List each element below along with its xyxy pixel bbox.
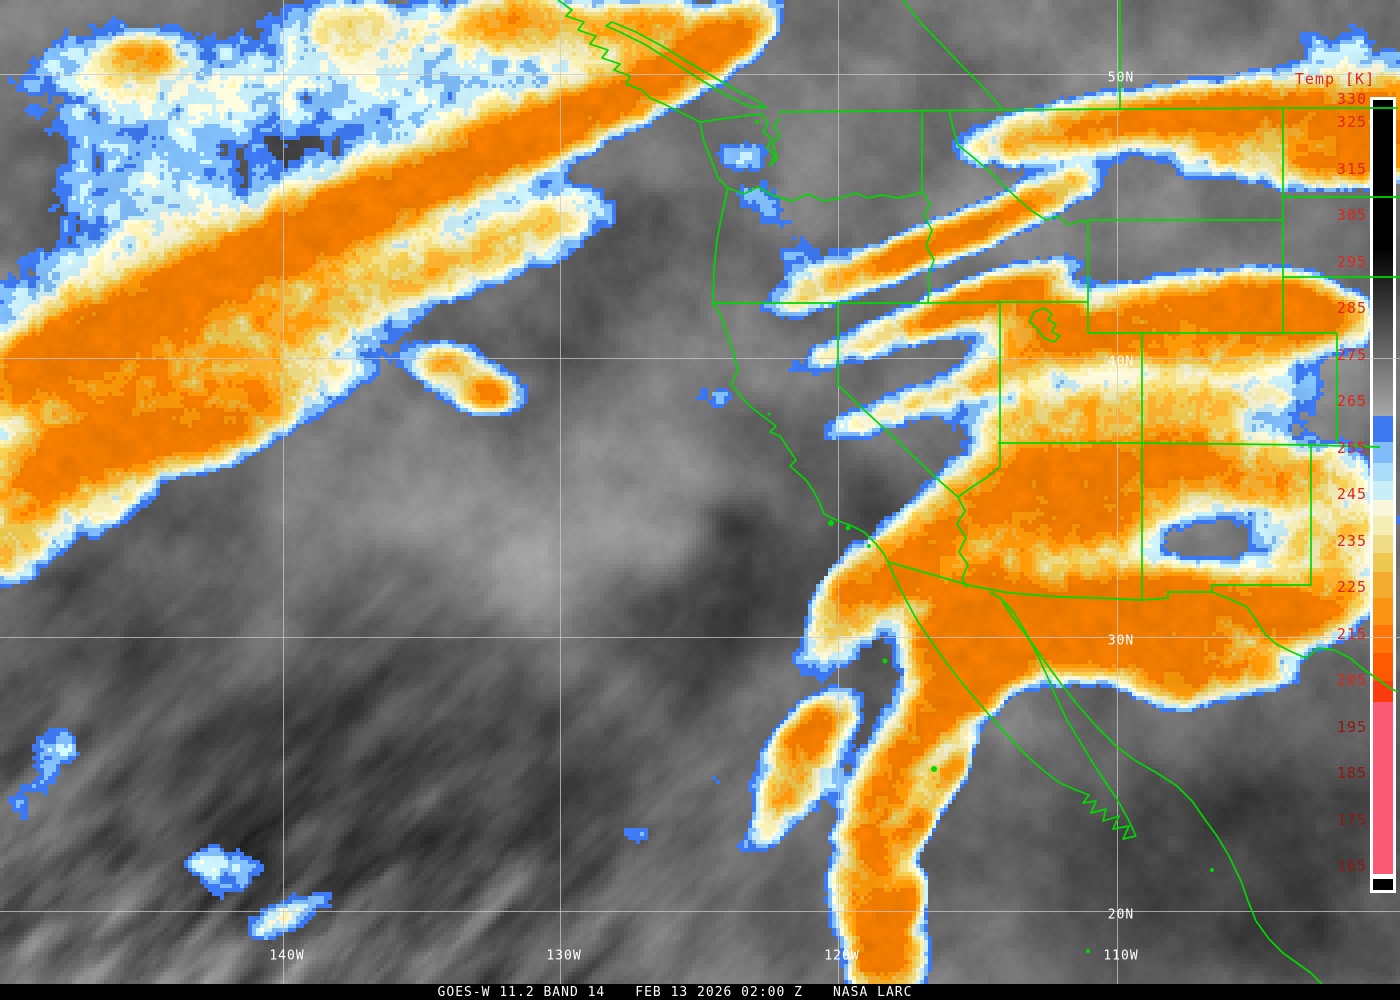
grid-line-140W — [283, 0, 284, 984]
colorbar-segment — [1373, 499, 1393, 517]
border-id-panhandle — [948, 109, 959, 146]
island-farallon-island — [767, 412, 771, 416]
status-bar: GOES-W 11.2 BAND 14 FEB 13 2026 02:00 Z … — [0, 984, 1400, 1000]
border-sonora-sinaloa-coast — [1001, 600, 1323, 984]
border-puget-sound — [761, 113, 781, 167]
island-tres-marias-island — [1210, 868, 1214, 872]
colorbar-tick-330: 330 — [1336, 90, 1367, 108]
colorbar-tick-165: 165 — [1336, 857, 1367, 876]
colorbar-segment — [1373, 653, 1393, 682]
colorbar-segment — [1373, 597, 1393, 626]
grid-line-120W — [838, 0, 839, 984]
border-us-canada-border — [777, 107, 1398, 113]
border-bc-ab-border — [902, 0, 1004, 111]
border-bc-coast — [557, 0, 701, 123]
border-line-42n — [713, 301, 1088, 304]
colorbar-segment — [1373, 100, 1393, 250]
border-baja-east-coast — [989, 591, 1137, 837]
colorbar-tick-255: 255 — [1336, 438, 1367, 457]
border-wa-north-coast — [699, 113, 763, 123]
border-vancouver-island — [605, 21, 767, 109]
colorbar-segment — [1373, 873, 1393, 880]
colorbar-segment — [1373, 481, 1393, 501]
colorbar-tick-225: 225 — [1336, 578, 1367, 597]
border-great-salt-lake — [1029, 307, 1061, 343]
border-wa-coast — [699, 121, 729, 189]
lat-label-40N: 40N — [1107, 354, 1135, 370]
island-channel-island-1 — [828, 520, 834, 526]
colorbar-segment — [1373, 416, 1393, 443]
border-baja-west-coast — [887, 561, 1137, 840]
lon-label-140W: 140W — [269, 948, 305, 964]
colorbar-tick-285: 285 — [1336, 299, 1367, 318]
island-island-110w — [1086, 949, 1090, 953]
colorbar-segment — [1373, 534, 1393, 554]
border-columbia-river-border — [727, 186, 923, 202]
border-ca-coast — [712, 302, 889, 563]
colorbar-tick-215: 215 — [1336, 624, 1367, 643]
colorbar-tick-195: 195 — [1336, 717, 1367, 736]
colorbar-segment — [1373, 462, 1393, 482]
lat-label-20N: 20N — [1107, 907, 1135, 923]
colorbar-tick-325: 325 — [1336, 113, 1367, 132]
colorbar-gradient — [1373, 100, 1393, 890]
lat-label-50N: 50N — [1107, 70, 1135, 86]
credit-label: NASA LARC — [832, 984, 913, 1000]
island-channel-island-2 — [845, 525, 851, 531]
colorbar-segment — [1373, 702, 1393, 875]
lon-label-130W: 130W — [546, 948, 582, 964]
grid-line-20N — [0, 911, 1400, 912]
colorbar-segment — [1373, 571, 1393, 599]
island-san-juan-island — [755, 120, 759, 124]
colorbar-segment — [1373, 879, 1393, 890]
product-label: GOES-W 11.2 BAND 14 — [437, 984, 606, 1000]
border-rio-grande — [1211, 591, 1399, 693]
grid-line-130W — [560, 0, 561, 984]
lon-label-120W: 120W — [824, 948, 860, 964]
colorbar-tick-305: 305 — [1336, 206, 1367, 225]
colorbar-tick-275: 275 — [1336, 345, 1367, 364]
border-or-coast — [712, 187, 729, 304]
colorbar-title: Temp [K] — [1294, 70, 1376, 88]
colorbar-tick-295: 295 — [1336, 252, 1367, 271]
colorbar-segment — [1373, 516, 1393, 536]
border-ca-nv-border — [837, 303, 959, 498]
island-catalina-island — [867, 544, 871, 548]
border-or-id-border — [921, 191, 935, 304]
border-colorado-river — [956, 496, 969, 589]
colorbar-segment — [1373, 553, 1393, 573]
border-tx-nm-border — [1211, 445, 1312, 592]
datetime-label: FEB 13 2026 02:00 Z — [635, 984, 803, 1000]
border-id-mt-border — [957, 144, 1089, 226]
colorbar-tick-175: 175 — [1336, 810, 1367, 829]
colorbar-tick-245: 245 — [1336, 485, 1367, 504]
border-nm-mexico-border — [1141, 591, 1212, 601]
grid-line-110W — [1117, 0, 1118, 984]
island-cedros-island — [931, 766, 937, 772]
grid-line-50N — [0, 74, 1400, 75]
grid-line-40N — [0, 358, 1400, 359]
border-nv-az-river — [957, 466, 1001, 498]
border-line-37n — [998, 442, 1381, 448]
lon-label-110W: 110W — [1103, 948, 1139, 964]
colorbar-tick-265: 265 — [1336, 392, 1367, 411]
colorbar-tick-235: 235 — [1336, 531, 1367, 550]
grid-line-30N — [0, 637, 1400, 638]
island-guadalupe-island — [882, 658, 888, 664]
colorbar-tick-315: 315 — [1336, 159, 1367, 178]
temperature-colorbar — [1370, 97, 1396, 893]
colorbar-segment — [1373, 625, 1393, 654]
colorbar-segment — [1373, 248, 1393, 417]
border-mexico-border — [887, 561, 1143, 601]
lat-label-30N: 30N — [1107, 633, 1135, 649]
colorbar-tick-185: 185 — [1336, 764, 1367, 783]
colorbar-tick-205: 205 — [1336, 671, 1367, 690]
